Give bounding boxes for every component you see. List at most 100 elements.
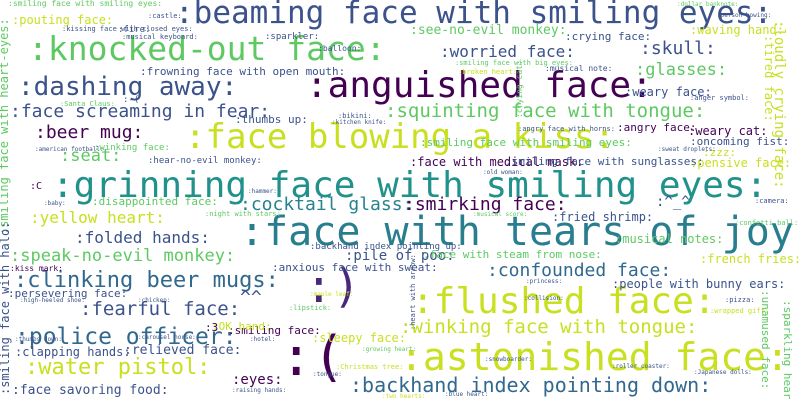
cloud-word: :thumbs up: (235, 113, 308, 126)
cloud-word: :sweat droplets: (658, 146, 716, 153)
cloud-word: :yellow heart: (30, 208, 165, 227)
cloud-word: :zzz: (703, 146, 737, 159)
cloud-word: :cocktail glass: (240, 194, 414, 215)
cloud-word: :anxious face with sweat: (272, 261, 438, 274)
cloud-word: :old woman: (483, 169, 523, 176)
cloud-word: :castle: (148, 12, 182, 20)
cloud-word: :carousel horse: (138, 334, 196, 341)
cloud-word: :tongue: (313, 371, 342, 378)
cloud-word: :wrapped gift: (710, 307, 770, 315)
cloud-word: :smiling face with sunglasses: (505, 155, 704, 168)
cloud-word: :weary cat: (688, 124, 768, 138)
cloud-word: :sleepy face: (312, 331, 406, 345)
cloud-word: :baby: (44, 200, 66, 207)
cloud-word: :musical note: (545, 64, 613, 73)
cloud-word: :roller coaster: (612, 363, 670, 370)
cloud-word: :clapping hands: (15, 345, 131, 359)
cloud-word: :^_^ (656, 194, 690, 210)
cloud-word: :dashing away: (18, 72, 238, 102)
cloud-word: :person bowing: (717, 12, 772, 19)
cloud-word: :face blowing a kiss: (185, 117, 615, 157)
cloud-word: :squinting face with tongue: (385, 100, 706, 122)
cloud-word: :fried shrimp: (552, 210, 654, 224)
cloud-word: :C (30, 181, 43, 192)
cloud-word: :bikini: (338, 112, 372, 120)
cloud-word: :french fries: (700, 252, 800, 266)
cloud-word: :glasses: (635, 60, 728, 80)
cloud-word: :hear-no-evil monkey: (148, 156, 262, 166)
cloud-word: :water pistol: (25, 355, 211, 380)
cloud-word: :balloon: (318, 44, 362, 53)
cloud-word: :fire: (118, 25, 151, 35)
cloud-word: :musical notes: (615, 232, 724, 246)
cloud-word: :lipstick: (289, 304, 332, 312)
cloud-word: :angry face: (617, 121, 697, 134)
cloud-word: :face with tears of joy: (240, 209, 800, 255)
cloud-word: :pizza: (725, 296, 755, 304)
cloud-word: :smiling face with heart-eyes: (0, 18, 11, 235)
cloud-word: :pensive face: (690, 156, 792, 170)
cloud-word: :tired face: (762, 35, 776, 122)
cloud-word: :princess: (526, 278, 563, 285)
cloud-word: :sparkling heart: (781, 300, 794, 400)
cloud-word: :pile of poo: (345, 248, 455, 264)
cloud-word: :musical keyboard: (122, 33, 198, 41)
cloud-word: :hotel: (250, 336, 276, 343)
cloud-word: :broken heart: (458, 68, 518, 76)
cloud-word: :kissing face with closed eyes: (62, 25, 193, 33)
cloud-word: :backhand index pointing down: (350, 373, 712, 397)
cloud-word: :sparkler: (265, 32, 320, 42)
cloud-word: :anger symbol: (690, 94, 750, 102)
cloud-word: :face with medical mask: (410, 155, 584, 169)
cloud-word: :grinning face with smiling eyes: (52, 165, 768, 206)
cloud-word: :beaming face with smiling eyes: (175, 0, 773, 31)
cloud-word: :backhand index pointing up: (310, 242, 462, 252)
cloud-word: :persevering face: (8, 287, 128, 300)
cloud-word: :oncoming fist: (690, 135, 790, 148)
cloud-word: :eyes: (232, 372, 283, 388)
cloud-word: :seat: (60, 146, 122, 166)
cloud-word: :snowboarder: (485, 356, 532, 363)
cloud-word: :growing heart: (362, 346, 417, 353)
cloud-word: :Japanese dolls: (694, 369, 752, 376)
cloud-word: :high-heeled shoe: (20, 297, 86, 304)
cloud-word: :blue heart: (445, 391, 489, 398)
cloud-word: :confetti ball: (735, 219, 799, 227)
cloud-word: :raising hands: (232, 387, 287, 394)
cloud-word: :confounded face: (487, 260, 672, 281)
cloud-word: :smiling face with halo: (0, 221, 12, 395)
cloud-word: :camera: (755, 197, 789, 205)
cloud-word: :disappointed face: (92, 195, 218, 208)
cloud-word: :clinking beer mugs: (14, 268, 279, 293)
cloud-word: :flushed face: (412, 281, 716, 322)
cloud-word: :musical score: (473, 211, 528, 218)
cloud-word: :-( (123, 95, 140, 105)
cloud-word: :waving hand: (690, 23, 784, 37)
cloud-word: ^^ (240, 287, 262, 308)
cloud-word: :people with bunny ears: (612, 277, 786, 291)
cloud-word: :american football: (35, 146, 104, 153)
cloud-word: :worried face: (440, 42, 575, 61)
cloud-word: :smirking face: (404, 194, 567, 215)
cloud-word: :speak-no-evil monkey: (10, 246, 236, 266)
cloud-word: :two hearts: (382, 393, 426, 400)
cloud-word: :frowning face with open mouth: (140, 65, 346, 78)
cloud-word: :collision: (524, 295, 564, 302)
cloud-word: :relieved face: (124, 343, 242, 358)
cloud-word: :see-no-evil monkey: (410, 23, 567, 38)
cloud-word: :hammer: (248, 188, 277, 195)
cloud-word: :winking face: (94, 143, 170, 153)
cloud-word: :anguished face: (306, 65, 653, 106)
cloud-word: :dollar banknote: (677, 1, 739, 8)
cloud-word: :chicken: (138, 297, 171, 304)
cloud-word: :astonished face: (400, 335, 789, 379)
cloud-word: :pouting face: (12, 13, 114, 27)
cloud-word: :knocked-out face: (28, 29, 386, 68)
cloud-word: :police officer: (15, 324, 237, 350)
cloud-word: :( (280, 325, 346, 388)
cloud-word: :Santa Claus: (60, 100, 115, 108)
cloud-word: :) (305, 259, 361, 313)
cloud-word: :Christmas tree: (336, 363, 404, 371)
cloud-word: :smiling face with smiling eyes: (8, 0, 163, 8)
